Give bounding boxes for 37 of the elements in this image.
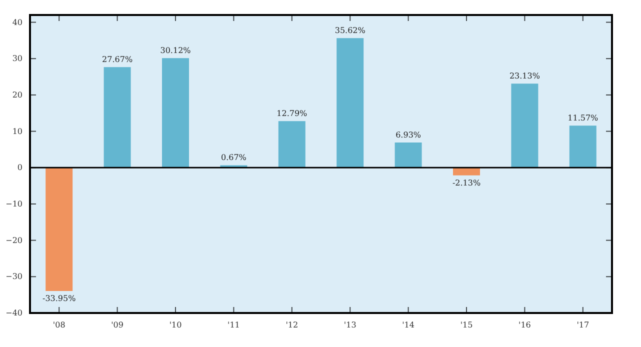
x-tick-label: '09	[111, 320, 124, 330]
x-tick-label: '12	[286, 320, 298, 330]
bar	[162, 58, 189, 168]
data-label: -33.95%	[42, 294, 76, 304]
data-label: 35.62%	[334, 26, 366, 36]
x-tick-label: '15	[460, 320, 473, 330]
data-label: 11.57%	[568, 114, 599, 123]
bar	[394, 142, 422, 168]
bar	[46, 168, 73, 292]
x-tick-label: '11	[228, 320, 240, 330]
y-tick-label: 10	[12, 126, 22, 136]
y-tick-label: −30	[6, 272, 22, 282]
bar	[336, 38, 364, 168]
x-tick-label: '16	[518, 320, 531, 330]
data-label: 30.12%	[160, 46, 192, 56]
x-tick-label: '08	[52, 320, 66, 330]
x-tick-label: '13	[344, 320, 356, 330]
bar	[569, 126, 596, 168]
data-label: 6.93%	[396, 130, 422, 140]
data-label: 23.13%	[509, 72, 540, 81]
x-tick-label: '17	[576, 320, 590, 330]
bar	[511, 84, 538, 168]
x-tick-label: '14	[402, 320, 414, 330]
data-label: 12.79%	[276, 109, 308, 118]
y-tick-label: 20	[12, 90, 22, 100]
data-label: 0.67%	[220, 153, 247, 162]
y-tick-label: −40	[6, 308, 22, 318]
y-tick-label: −20	[6, 236, 22, 245]
bar	[278, 121, 306, 168]
y-tick-label: 40	[12, 18, 22, 27]
data-label: -2.13%	[452, 178, 481, 188]
y-tick-label: 30	[12, 54, 22, 64]
y-tick-label: −10	[6, 199, 22, 208]
bar	[104, 67, 131, 168]
x-tick-label: '10	[169, 320, 182, 330]
data-label: 27.67%	[102, 55, 133, 64]
y-tick-label: 0	[17, 163, 22, 172]
